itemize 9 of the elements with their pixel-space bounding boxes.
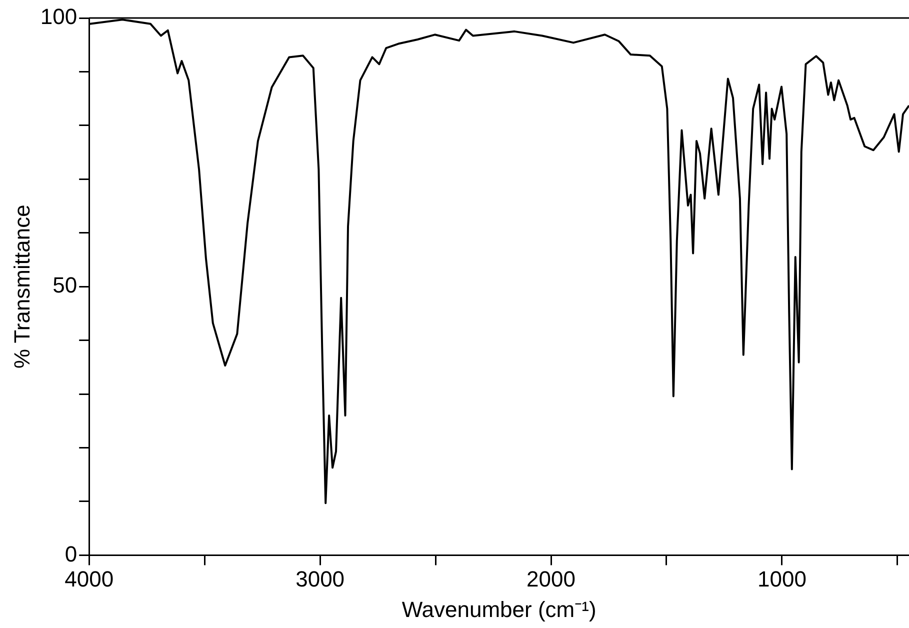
y-tick-label: 0 — [64, 541, 78, 566]
y-tick-label: 50 — [52, 272, 78, 298]
x-tick-label: 2000 — [526, 566, 576, 592]
x-tick-label: 4000 — [64, 566, 114, 592]
y-tick-label: 100 — [40, 4, 78, 30]
x-tick-label: 3000 — [296, 566, 345, 592]
x-axis-title: Wavenumber (cm⁻¹) — [402, 596, 596, 622]
y-axis-title: % Transmittance — [9, 204, 34, 369]
x-tick-label: 1000 — [758, 566, 806, 592]
